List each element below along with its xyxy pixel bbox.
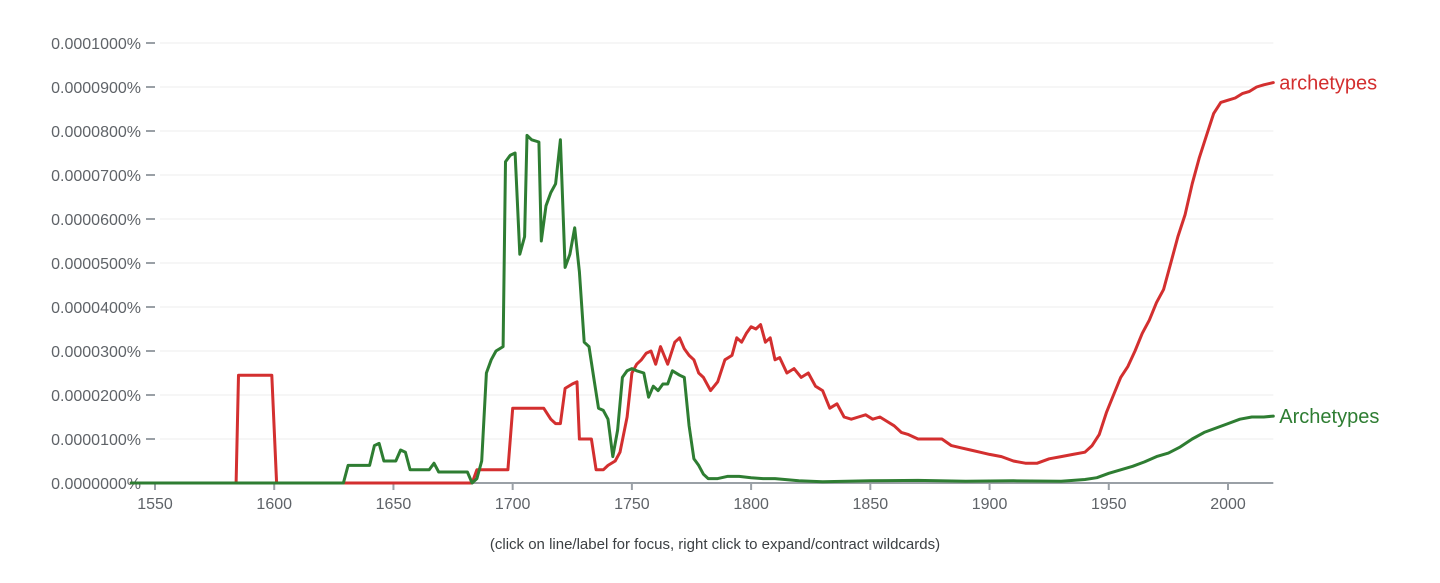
x-axis: 1550 1600 1650 1700 1750 1800 1850 1900 1950 2000 [131,482,1274,513]
series-label[interactable]: Archetypes [1279,406,1379,428]
series-line-archetypes[interactable] [129,81,1275,485]
y-axis: 0.0000000% 0.0000100% 0.0000200% 0.0000300%… [51,36,155,493]
y-tick-label: 0.0000200% [51,388,141,405]
y-tick-label: 0.0000900% [51,80,141,97]
gridlines [160,42,1274,440]
y-tick-label: 0.0000300% [51,344,141,361]
x-tick-label: 1950 [1091,496,1127,513]
y-tick-label: 0.0000700% [51,168,141,185]
ngram-line-chart: 0.0000000% 0.0000100% 0.0000200% 0.0000300%… [51,36,1379,513]
y-tick-label: 0.0001000% [51,36,141,53]
y-tick-label: 0.0000000% [51,476,141,493]
series-labels[interactable]: archetypes Archetypes [1279,73,1379,429]
y-tick-label: 0.0000100% [51,432,141,449]
series-line-archetypes-capitalized[interactable] [129,133,1275,485]
y-tick-label: 0.0000600% [51,212,141,229]
series-label[interactable]: archetypes [1279,73,1377,95]
x-tick-label: 1800 [733,496,769,513]
y-tick-label: 0.0000500% [51,256,141,273]
y-tick-label: 0.0000400% [51,300,141,317]
x-tick-label: 1900 [972,496,1008,513]
y-tick-label: 0.0000800% [51,124,141,141]
x-tick-label: 1750 [614,496,650,513]
chart-instructions-footnote: (click on line/label for focus, right cl… [489,536,941,553]
x-tick-label: 1700 [495,496,531,513]
x-tick-label: 2000 [1210,496,1246,513]
x-tick-label: 1850 [853,496,889,513]
series-lines[interactable] [129,81,1275,485]
x-tick-label: 1650 [376,496,412,513]
x-tick-label: 1550 [137,496,173,513]
x-tick-label: 1600 [256,496,292,513]
